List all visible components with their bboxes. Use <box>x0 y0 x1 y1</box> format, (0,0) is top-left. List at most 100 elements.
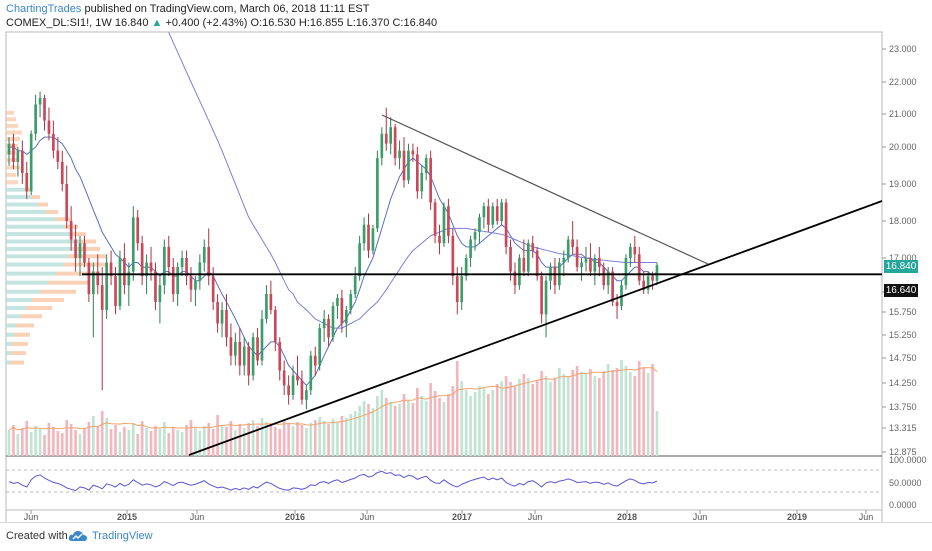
candles <box>7 91 659 410</box>
candle-up <box>584 258 588 263</box>
time-tick-label: 2019 <box>787 512 807 522</box>
candle-down <box>313 355 317 366</box>
candle-down <box>60 161 64 184</box>
volume-bar <box>633 376 637 456</box>
profile-bar-down <box>6 158 18 163</box>
tradingview-cloud-icon[interactable] <box>68 529 88 543</box>
profile-bar-up <box>6 280 48 285</box>
candle-up <box>371 228 375 251</box>
profile-bar-up <box>6 314 20 319</box>
tradingview-brand-link[interactable]: TradingView <box>92 530 153 542</box>
profile-bar-up <box>6 202 38 207</box>
candle-down <box>415 154 419 192</box>
volume-bar <box>575 366 579 456</box>
price-axis[interactable]: 23.000 22.000 21.000 20.000 19.000 18.000 17.0… <box>882 44 927 510</box>
volume-bar <box>562 374 566 456</box>
volume-bar <box>509 382 512 456</box>
created-with-label: Created with <box>6 530 68 542</box>
rsi-pane <box>6 469 882 493</box>
volume-bar <box>78 434 82 456</box>
candle-down <box>589 258 592 272</box>
volume-bar <box>393 406 397 456</box>
candle-up <box>407 150 410 181</box>
candle-down <box>451 235 455 277</box>
volume-bar <box>367 404 370 456</box>
volume-bar <box>52 427 55 456</box>
candle-down <box>100 285 104 310</box>
volume-bar <box>176 430 179 456</box>
candle-down <box>393 127 397 159</box>
candle-up <box>473 232 477 240</box>
volume-bar <box>487 394 490 456</box>
profile-bar-down <box>20 314 42 319</box>
volume-bar <box>100 411 104 456</box>
candle-up <box>145 262 148 277</box>
candle-up <box>593 258 597 272</box>
trendlines[interactable] <box>82 114 883 456</box>
volume-bar <box>318 417 322 456</box>
high-value: 16.855 <box>309 17 344 29</box>
volume-bar <box>429 383 432 456</box>
volume-bar <box>371 408 375 456</box>
candle-up <box>606 271 610 286</box>
time-tick-label: Jun <box>190 512 205 522</box>
candle-down <box>114 276 117 306</box>
price-chart[interactable]: 23.000 22.000 21.000 20.000 19.000 18.000 17.0… <box>0 0 932 522</box>
volume-bar <box>300 425 304 456</box>
profile-bar-up <box>6 323 16 328</box>
volume-bar <box>597 378 601 456</box>
up-arrow-icon: ▲ <box>151 17 163 29</box>
candle-up <box>331 306 335 338</box>
candle-down <box>553 267 557 286</box>
volume-bar <box>171 427 175 456</box>
volume-bar <box>282 421 286 456</box>
profile-bar-down <box>32 298 64 302</box>
time-axis[interactable]: Jun 2015 Jun 2016 Jun 2017 Jun 2018 Jun 2019 Jun <box>24 510 874 522</box>
volume-bar <box>455 361 459 456</box>
author-link[interactable]: ChartingTrades <box>6 3 82 15</box>
volume-bar <box>278 429 282 456</box>
volume-bar <box>47 423 51 456</box>
candle-down <box>575 246 579 268</box>
candle-up <box>420 172 424 192</box>
profile-bar-up <box>6 217 56 222</box>
open-value: 16.530 <box>262 17 296 29</box>
candle-up <box>442 206 446 244</box>
candle-down <box>12 143 15 162</box>
volume-bar <box>265 422 268 456</box>
volume-bar <box>376 396 379 456</box>
rsi-tick-label: 0.0000 <box>889 500 917 510</box>
profile-bar-down <box>6 110 14 115</box>
candle-down <box>171 267 175 294</box>
candle-down <box>154 271 157 302</box>
volume-bar <box>185 425 188 456</box>
volume-bar <box>96 426 100 456</box>
candle-up <box>198 262 202 281</box>
level-price-flag: 16.640 <box>884 284 918 297</box>
candle-up <box>251 337 255 376</box>
volume-bar <box>500 381 503 456</box>
candle-down <box>140 243 144 277</box>
profile-bar-up <box>6 289 40 294</box>
candle-down <box>83 243 86 263</box>
profile-bar-down <box>81 239 96 244</box>
candle-up <box>566 239 570 258</box>
volume-bar <box>407 400 410 456</box>
candle-down <box>535 250 539 277</box>
volume-bar <box>34 426 37 456</box>
candle-up <box>469 239 472 258</box>
volume-bar <box>340 416 344 456</box>
candle-down <box>433 202 437 236</box>
profile-bar-down <box>6 143 18 148</box>
volume-bar <box>349 414 353 456</box>
volume-bar <box>269 425 273 456</box>
volume-bar <box>309 423 313 456</box>
candle-down <box>495 206 499 221</box>
candle-up <box>34 104 37 134</box>
volume-bar <box>611 370 614 456</box>
candle-down <box>531 243 535 251</box>
candle-down <box>65 184 69 221</box>
volume-bar <box>74 430 77 456</box>
volume-bar <box>20 428 24 456</box>
profile-bar-down <box>12 341 28 346</box>
